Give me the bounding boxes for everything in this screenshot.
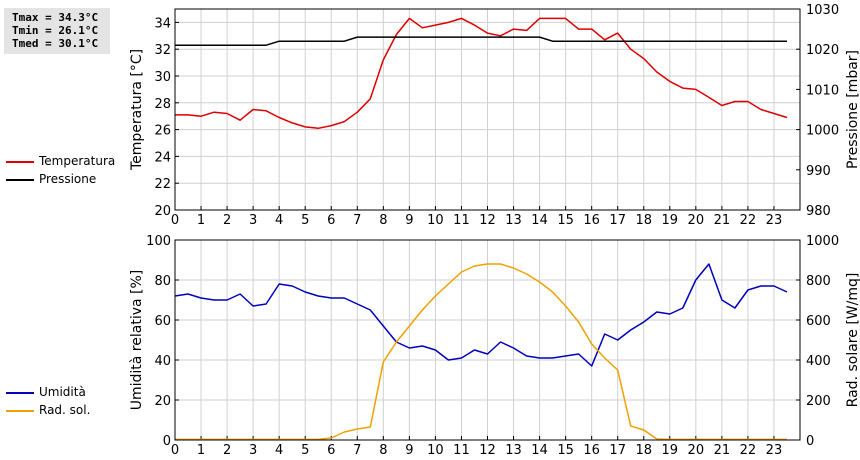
top-ytick-label-right: 1030 <box>806 3 839 18</box>
bottom-xtick-label: 6 <box>327 443 335 458</box>
top-ytick-label-left: 30 <box>154 70 171 85</box>
bottom-xtick-label: 16 <box>583 443 600 458</box>
top-xtick-label: 4 <box>275 213 283 228</box>
top-xtick-label: 19 <box>662 213 679 228</box>
top-ytick-label-right: 990 <box>806 164 831 179</box>
bottom-ytick-label-left: 80 <box>154 274 171 289</box>
bottom-ytick-label-right: 1000 <box>806 234 839 249</box>
bottom-xtick-label: 23 <box>766 443 783 458</box>
top-xtick-label: 3 <box>249 213 257 228</box>
bottom-xtick-label: 7 <box>353 443 361 458</box>
stats-box: Tmax = 34.3°C Tmin = 26.1°C Tmed = 30.1°… <box>4 8 110 54</box>
bottom-ytick-label-right: 600 <box>806 314 831 329</box>
top-xtick-label: 0 <box>171 213 179 228</box>
top-ytick-label-left: 22 <box>154 177 171 192</box>
top-ytick-label-right: 1020 <box>806 43 839 58</box>
top-ytick-label-left: 26 <box>154 124 171 139</box>
bottom-plot-frame <box>174 239 801 441</box>
bottom-ytick-label-left: 0 <box>163 434 171 449</box>
top-xtick-label: 21 <box>714 213 731 228</box>
bottom-ylabel-left: Umidità relativa [%] <box>129 270 145 411</box>
bottom-series-rad-sol <box>175 263 787 441</box>
top-plot-frame <box>174 8 801 211</box>
top-series-temperatura <box>175 17 788 130</box>
tmin-stat: Tmin = 26.1°C <box>12 24 99 37</box>
bottom-ytick-label-left: 60 <box>154 314 171 329</box>
bottom-xtick-label: 2 <box>223 443 231 458</box>
top-ytick-label-right: 1000 <box>806 124 839 139</box>
bottom-xtick-label: 15 <box>557 443 574 458</box>
top-xtick-label: 14 <box>531 213 548 228</box>
bottom-xtick-label: 9 <box>405 443 413 458</box>
top-xtick-label: 5 <box>301 213 309 228</box>
bottom-xtick-label: 0 <box>171 443 179 458</box>
bottom-xtick-label: 18 <box>635 443 652 458</box>
top-xtick-label: 23 <box>766 213 783 228</box>
legend-swatch-rad-sol <box>6 410 34 412</box>
top-ytick-label-left: 20 <box>154 204 171 219</box>
top-ytick-label-right: 1010 <box>806 83 839 98</box>
top-ylabel-left: Temperatura [°C] <box>129 49 145 171</box>
bottom-ytick-label-left: 20 <box>154 394 171 409</box>
top-xtick-label: 16 <box>583 213 600 228</box>
top-ytick-label-left: 32 <box>154 43 171 58</box>
bottom-ytick-label-right: 200 <box>806 394 831 409</box>
legend-swatch-temperatura <box>6 161 34 163</box>
legend-swatch-pressione <box>6 179 34 181</box>
bottom-xtick-label: 20 <box>688 443 705 458</box>
bottom-xtick-label: 4 <box>275 443 283 458</box>
bottom-ytick-label-left: 100 <box>146 234 171 249</box>
top-series-pressione <box>175 36 787 46</box>
top-xtick-label: 13 <box>505 213 522 228</box>
tmed-stat: Tmed = 30.1°C <box>12 37 99 50</box>
bottom-xtick-label: 22 <box>740 443 757 458</box>
bottom-xtick-label: 11 <box>453 443 470 458</box>
bottom-xtick-label: 21 <box>714 443 731 458</box>
legend-swatch-umidita <box>6 392 34 394</box>
bottom-xtick-label: 3 <box>249 443 257 458</box>
bottom-ytick-label-left: 40 <box>154 354 171 369</box>
top-xtick-label: 22 <box>740 213 757 228</box>
top-xtick-label: 1 <box>197 213 205 228</box>
top-xtick-label: 8 <box>379 213 387 228</box>
top-xtick-label: 10 <box>427 213 444 228</box>
bottom-xtick-label: 10 <box>427 443 444 458</box>
top-ytick-label-right: 980 <box>806 204 831 219</box>
top-ytick-label-left: 34 <box>154 16 171 31</box>
bottom-xtick-label: 14 <box>531 443 548 458</box>
bottom-xtick-label: 17 <box>609 443 626 458</box>
bottom-ytick-label-right: 800 <box>806 274 831 289</box>
top-xtick-label: 12 <box>479 213 496 228</box>
bottom-xtick-label: 1 <box>197 443 205 458</box>
bottom-series-umidit <box>174 263 788 367</box>
legend-label-pressione: Pressione <box>39 172 97 186</box>
top-ylabel-right: Pressione [mbar] <box>845 50 860 169</box>
top-xtick-label: 20 <box>688 213 705 228</box>
bottom-xtick-label: 19 <box>662 443 679 458</box>
legend-label-rad-sol: Rad. sol. <box>39 403 91 417</box>
top-xtick-label: 7 <box>353 213 361 228</box>
bottom-xtick-label: 13 <box>505 443 522 458</box>
bottom-ytick-label-right: 0 <box>806 434 814 449</box>
bottom-ytick-label-right: 400 <box>806 354 831 369</box>
top-xtick-label: 2 <box>223 213 231 228</box>
top-ytick-label-left: 28 <box>154 97 171 112</box>
legend-label-temperatura: Temperatura <box>39 154 116 168</box>
top-xtick-label: 18 <box>635 213 652 228</box>
top-ytick-label-left: 24 <box>154 150 171 165</box>
top-xtick-label: 15 <box>557 213 574 228</box>
bottom-xtick-label: 5 <box>301 443 309 458</box>
top-xtick-label: 11 <box>453 213 470 228</box>
legend-label-umidita: Umidità <box>39 385 86 399</box>
bottom-ylabel-right: Rad. solare [W/mq] <box>845 273 860 408</box>
tmax-stat: Tmax = 34.3°C <box>12 11 99 24</box>
top-xtick-label: 9 <box>405 213 413 228</box>
bottom-xtick-label: 8 <box>379 443 387 458</box>
top-xtick-label: 6 <box>327 213 335 228</box>
top-xtick-label: 17 <box>609 213 626 228</box>
bottom-xtick-label: 12 <box>479 443 496 458</box>
